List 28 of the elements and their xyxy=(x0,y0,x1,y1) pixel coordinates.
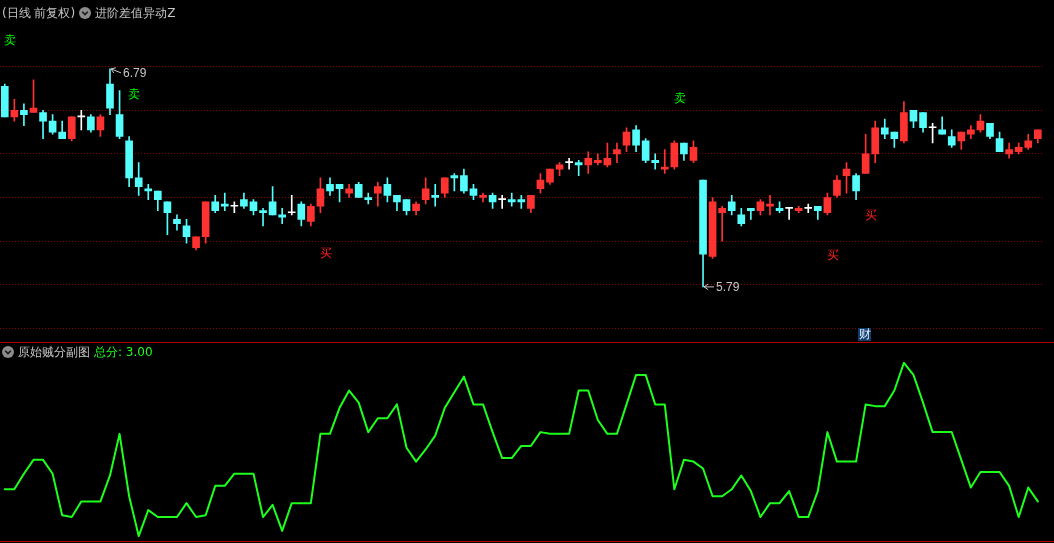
candlestick xyxy=(431,184,440,207)
annotation: 卖 xyxy=(674,91,686,106)
annotation: 买 xyxy=(827,247,839,262)
candlestick xyxy=(144,184,153,201)
candlestick xyxy=(498,194,506,209)
annotation: 5.79 xyxy=(716,279,740,294)
text: 卖 xyxy=(3,33,16,47)
annotation: 买 xyxy=(865,207,877,222)
candlestick xyxy=(20,103,28,126)
chart-title: (日线 前复权) xyxy=(2,6,76,20)
candlestick xyxy=(259,208,267,227)
chart-title: 原始贼分副图 xyxy=(18,345,90,359)
candlestick xyxy=(785,207,793,220)
candlestick xyxy=(766,194,774,216)
candlestick xyxy=(574,160,583,177)
candlestick xyxy=(220,192,229,211)
candlestick xyxy=(747,208,755,220)
candlestick xyxy=(718,205,726,242)
candlestick xyxy=(565,157,573,170)
annotation: 卖 xyxy=(127,87,140,101)
candlestick xyxy=(134,162,143,196)
candlestick xyxy=(287,194,296,216)
candlestick xyxy=(651,153,660,170)
chart-subtitle: 进阶差值异动Z xyxy=(95,6,176,20)
annotation: 6.79 xyxy=(122,65,147,80)
annotation: 买 xyxy=(320,246,332,260)
annotation: 财 xyxy=(858,327,871,341)
text: 总分: 3.00 xyxy=(94,345,153,359)
